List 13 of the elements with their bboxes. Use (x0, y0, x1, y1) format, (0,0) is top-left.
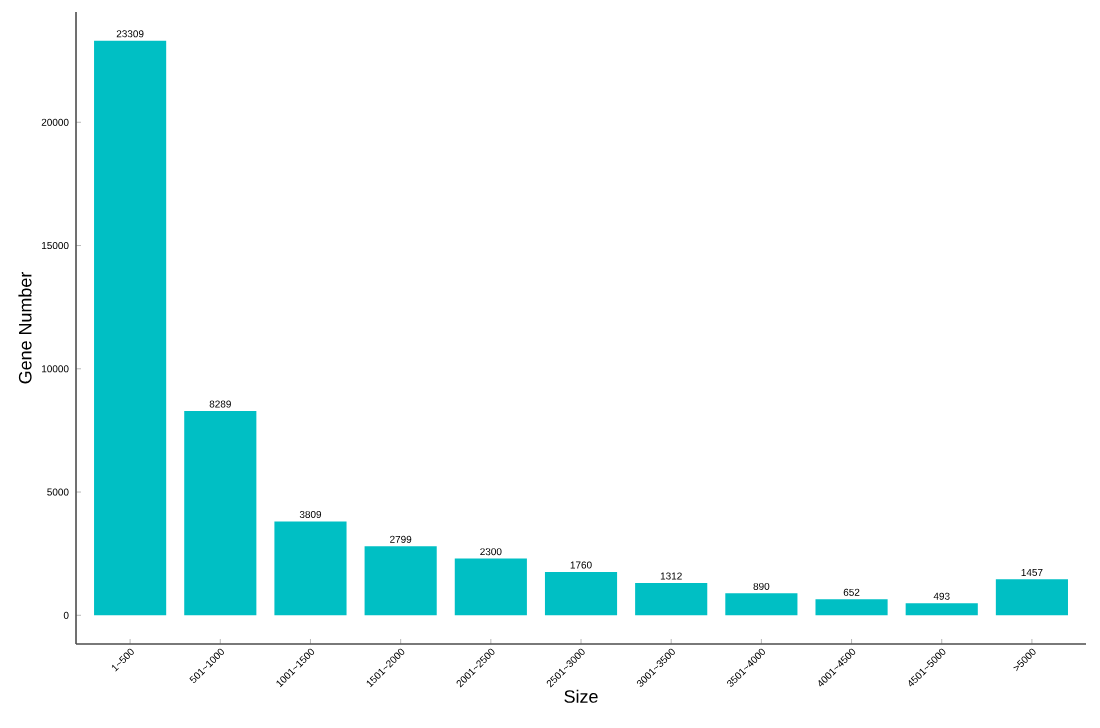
bar (364, 546, 437, 616)
bar (635, 582, 708, 616)
bar (815, 599, 888, 616)
x-axis-title: Size (564, 689, 598, 703)
bar (454, 558, 527, 616)
bar (995, 579, 1068, 616)
bar (544, 571, 618, 616)
bar (905, 603, 978, 616)
bar (725, 593, 798, 616)
bar (184, 410, 257, 616)
y-axis-title: Gene Number (18, 272, 32, 384)
bar (94, 40, 167, 616)
bar (274, 521, 347, 616)
